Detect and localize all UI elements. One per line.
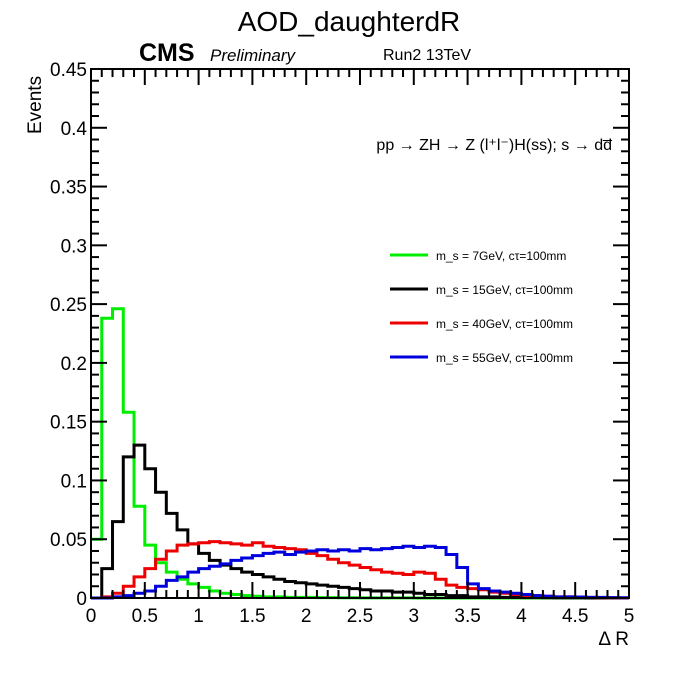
run-label: Run2 13TeV	[383, 47, 471, 64]
cms-label: CMS	[139, 39, 195, 67]
x-tick-label: 3.5	[454, 606, 480, 627]
x-tick-label: 3	[409, 606, 420, 627]
x-tick-label: 2.5	[347, 606, 373, 627]
y-axis-label: Events	[25, 76, 46, 134]
y-tick-label: 0.3	[61, 236, 87, 257]
x-tick-label: 4	[516, 606, 527, 627]
chart-title: AOD_daughterdR	[238, 6, 461, 37]
x-tick-label: 1.5	[239, 606, 265, 627]
y-tick-label: 0.15	[50, 413, 87, 434]
legend: m_s = 7GeV, cτ=100mm m_s = 15GeV, cτ=100m…	[390, 249, 573, 365]
process-label: pp → ZH → Z (l⁺l⁻)H(ss); s → dd̅	[376, 137, 612, 154]
y-tick-label: 0	[76, 589, 87, 610]
x-tick-label: 2	[301, 606, 312, 627]
y-tick-label: 0.05	[50, 530, 87, 551]
legend-label: m_s = 40GeV, cτ=100mm	[436, 317, 573, 331]
y-tick-label: 0.35	[50, 178, 87, 199]
y-tick-label: 0.1	[61, 471, 87, 492]
x-tick-label: 0.5	[132, 606, 158, 627]
x-tick-label: 0	[86, 606, 97, 627]
y-tick-label: 0.25	[50, 295, 87, 316]
x-tick-label: 5	[624, 606, 635, 627]
x-axis-label: Δ R	[598, 629, 629, 650]
legend-label: m_s = 7GeV, cτ=100mm	[436, 249, 566, 263]
y-tick-label: 0.4	[61, 119, 88, 140]
legend-label: m_s = 15GeV, cτ=100mm	[436, 283, 573, 297]
legend-label: m_s = 55GeV, cτ=100mm	[436, 351, 573, 365]
x-tick-label: 1	[193, 606, 204, 627]
cms-preliminary-label: Preliminary	[210, 46, 297, 65]
y-tick-label: 0.45	[50, 60, 87, 81]
y-tick-label: 0.2	[61, 354, 87, 375]
axes: 0 0.5 1 1.5 2 2.5 3 3.5 4 4.5 5 0 0.05 0.1 0.15 0.2 0.25…	[50, 60, 634, 627]
x-tick-label: 4.5	[562, 606, 588, 627]
series-line-1	[91, 443, 629, 600]
